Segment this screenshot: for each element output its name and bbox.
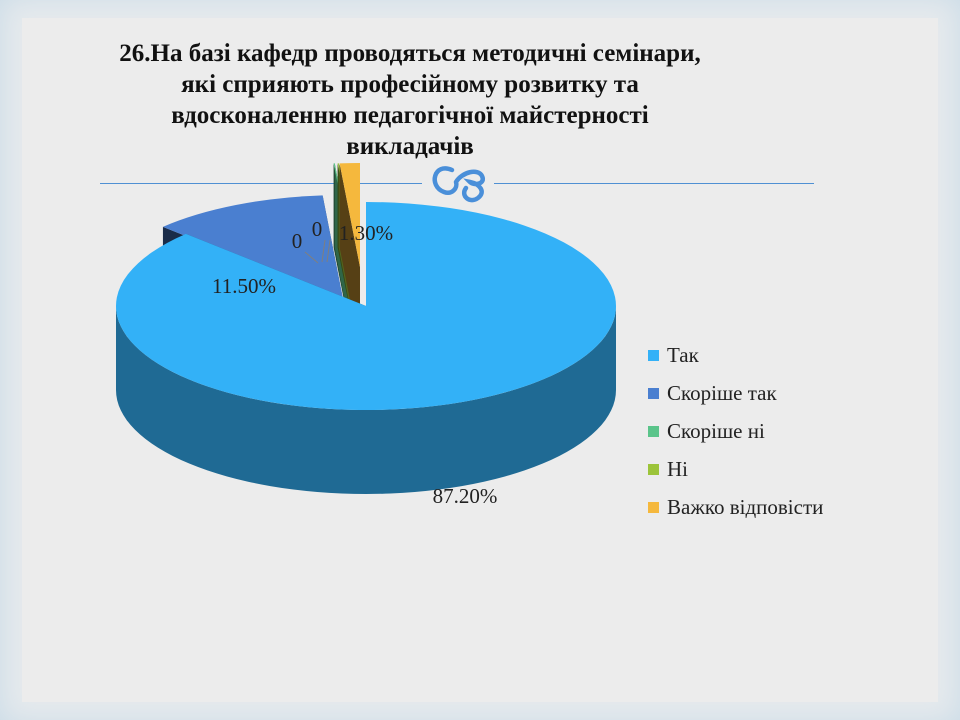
pie-slice-4 [339,163,360,267]
pie-slice-1 [162,195,343,299]
data-label-4: 1.30% [339,221,393,245]
ornament-icon [422,158,494,204]
legend-item-ni: Ні [648,450,823,488]
leader-line-3 [321,239,326,263]
legend-item-skorishe-ni: Скоріше ні [648,412,823,450]
data-label-3: 0 [312,217,323,241]
legend-item-vazhko-vidpovisty: Важко відповісти [648,488,823,526]
legend-item-tak: Так [648,336,823,374]
legend-swatch [648,349,659,361]
title-line-1: 26.На базі кафедр проводяться методичні … [119,40,701,67]
title-line-4: викладачів [346,133,474,160]
legend-label: Важко відповісти [667,494,824,519]
legend-swatch [648,501,659,513]
legend-swatch [648,425,659,437]
data-label-2: 0 [292,229,303,253]
leader-line-4 [326,239,331,263]
legend-swatch [648,463,659,475]
legend-label: Скоріше ні [667,418,765,443]
data-label-1: 11.50% [212,274,276,298]
legend-label: Скоріше так [667,380,777,405]
title-line-3: вдосконаленню педагогічної майстерності [171,102,649,129]
chart-legend: Так Скоріше так Скоріше ні Ні Важко відп… [648,336,823,526]
leader-line-2 [304,251,319,264]
legend-label: Ні [667,456,688,481]
legend-swatch [648,387,659,399]
ornament-glyph-icon [432,166,486,203]
pie-slice-0 [116,202,617,410]
pie-slice-side-0 [116,306,616,494]
slide-title: 26.На базі кафедр проводяться методичні … [70,38,750,162]
data-label-0: 87.20% [433,484,498,508]
legend-item-skorishe-tak: Скоріше так [648,374,823,412]
legend-label: Так [667,342,699,367]
title-line-2: які сприяють професійному розвитку та [181,71,639,98]
